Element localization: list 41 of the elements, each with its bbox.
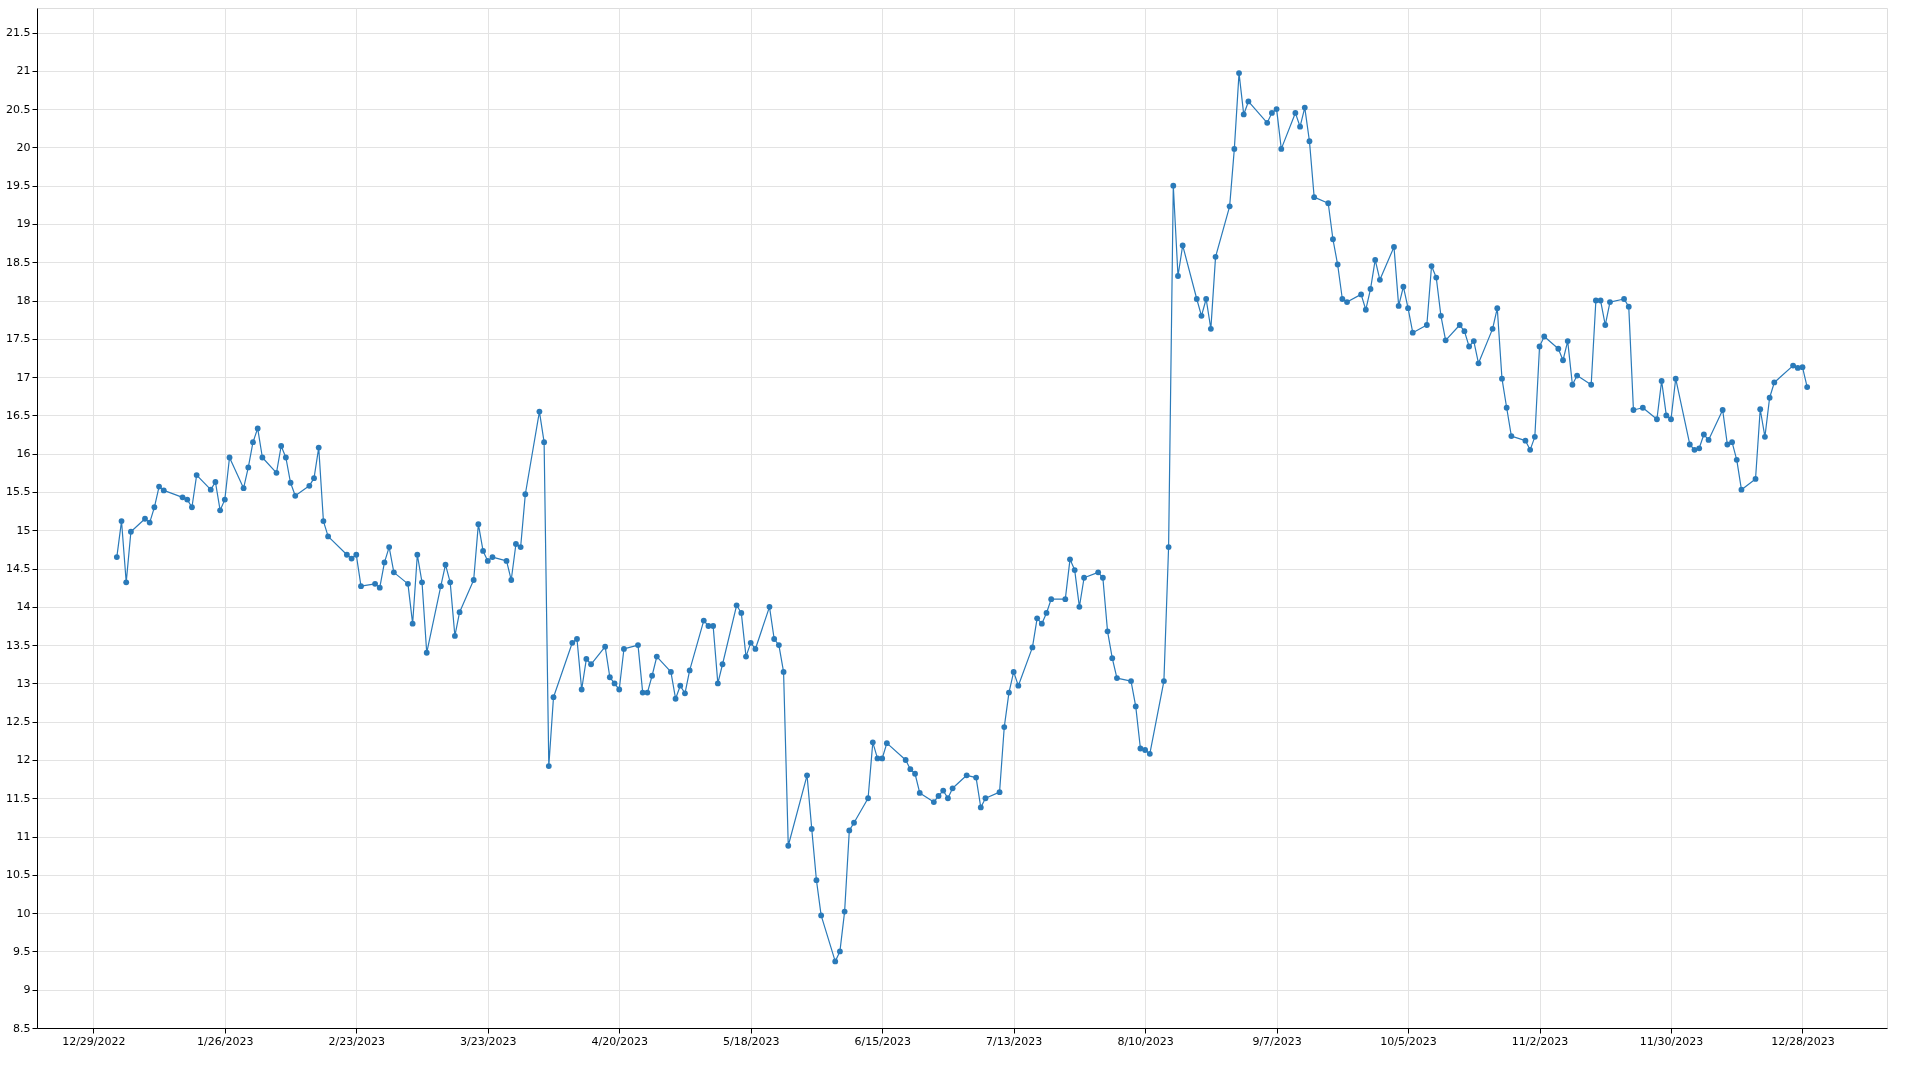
x-tick-label: 9/7/2023 <box>1252 1034 1302 1048</box>
y-tick-label: 15.5 <box>6 485 31 499</box>
y-tick-label: 17 <box>16 370 31 384</box>
y-tick-label: 13 <box>16 676 31 690</box>
x-tick-label: 10/5/2023 <box>1380 1034 1437 1048</box>
x-tick-label: 7/13/2023 <box>985 1034 1043 1048</box>
y-tick-label: 20.5 <box>6 102 31 116</box>
y-tick-label: 10 <box>16 906 31 920</box>
y-tick-label: 13.5 <box>6 638 31 652</box>
x-tick-label: 12/28/2023 <box>1771 1034 1835 1048</box>
y-tick-label: 12 <box>16 753 31 767</box>
y-tick-label: 12.5 <box>6 715 31 729</box>
y-tick-label: 17.5 <box>6 332 31 346</box>
x-tick-label: 8/10/2023 <box>1117 1034 1174 1048</box>
x-tick-label: 11/2/2023 <box>1511 1034 1569 1048</box>
y-tick-label: 11.5 <box>6 791 31 805</box>
y-tick-label: 8.5 <box>13 1021 31 1035</box>
y-tick-label: 9 <box>23 983 31 997</box>
y-tick-label: 9.5 <box>13 944 31 958</box>
x-tick-label: 2/23/2023 <box>328 1034 385 1048</box>
y-tick-label: 14 <box>16 600 31 614</box>
y-tick-label: 18.5 <box>6 255 31 269</box>
x-tick-label: 4/20/2023 <box>591 1034 648 1048</box>
y-tick-label: 16.5 <box>6 408 31 422</box>
y-tick-label: 21.5 <box>6 26 31 39</box>
y-tick-label: 14.5 <box>6 562 31 576</box>
x-tick-label: 11/30/2023 <box>1639 1034 1704 1048</box>
y-tick-label: 19.5 <box>6 179 31 193</box>
y-tick-label: 16 <box>16 447 31 461</box>
x-tick-label: 12/29/2022 <box>62 1034 126 1048</box>
y-tick-label: 20 <box>16 140 31 154</box>
x-tick-label: 3/23/2023 <box>460 1034 517 1048</box>
x-tick-label: 1/26/2023 <box>197 1034 254 1048</box>
x-tick-label: 6/15/2023 <box>854 1034 911 1048</box>
y-tick-label: 10.5 <box>6 868 31 882</box>
y-tick-label: 19 <box>16 217 31 231</box>
y-tick-label: 11 <box>16 830 31 844</box>
y-tick-label: 21 <box>16 64 31 78</box>
y-tick-label: 18 <box>16 294 31 308</box>
y-tick-label: 15 <box>16 523 31 537</box>
x-tick-label: 5/18/2023 <box>723 1034 780 1048</box>
